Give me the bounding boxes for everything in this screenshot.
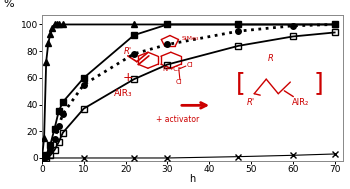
Text: Cl: Cl (187, 62, 193, 68)
Text: +: + (122, 71, 133, 84)
Text: [: [ (236, 71, 246, 95)
Text: ]: ] (314, 71, 324, 95)
Y-axis label: %: % (4, 0, 14, 9)
Text: AlR₃: AlR₃ (114, 89, 133, 98)
Text: SiMe₃: SiMe₃ (182, 36, 199, 41)
Text: R': R' (247, 98, 255, 107)
Text: R': R' (124, 47, 132, 56)
Text: + activator: + activator (156, 115, 199, 124)
Text: R: R (268, 54, 274, 63)
Text: N→Cr: N→Cr (162, 66, 181, 72)
X-axis label: h: h (189, 174, 196, 184)
Text: Cl: Cl (176, 79, 183, 85)
Text: AlR₂: AlR₂ (292, 98, 309, 107)
